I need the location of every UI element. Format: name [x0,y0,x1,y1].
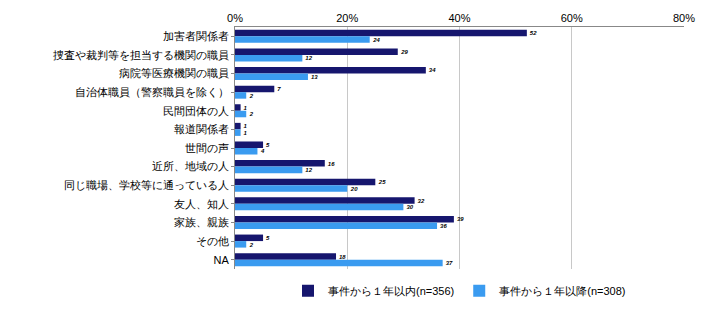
svg-text:民間団体の人: 民間団体の人 [163,105,229,117]
svg-text:捜査や裁判等を担当する機関の職員: 捜査や裁判等を担当する機関の職員 [53,49,229,62]
svg-text:24: 24 [372,37,380,43]
svg-text:60%: 60% [561,12,583,24]
svg-text:1: 1 [244,105,247,111]
svg-text:32: 32 [418,198,425,204]
svg-text:近所、地域の人: 近所、地域の人 [152,160,229,172]
svg-text:29: 29 [400,49,408,55]
svg-text:その他: その他 [196,235,229,247]
svg-text:5: 5 [266,142,270,148]
svg-text:25: 25 [378,179,386,185]
svg-text:同じ職場、学校等に通っている人: 同じ職場、学校等に通っている人 [64,179,229,191]
svg-text:52: 52 [530,30,537,36]
svg-text:12: 12 [305,167,312,173]
svg-text:1: 1 [244,123,247,129]
svg-text:5: 5 [266,235,270,241]
svg-text:報道関係者: 報道関係者 [174,123,229,135]
svg-text:友人、知人: 友人、知人 [174,198,229,210]
svg-text:34: 34 [429,67,436,73]
svg-text:事件から１年以降(n=308): 事件から１年以降(n=308) [499,285,625,297]
svg-text:2: 2 [249,242,254,248]
svg-text:1: 1 [244,130,247,136]
svg-text:家族、親族: 家族、親族 [174,216,229,228]
svg-text:18: 18 [339,254,346,260]
svg-text:13: 13 [311,74,318,80]
svg-text:39: 39 [457,216,464,222]
svg-text:2: 2 [249,111,254,117]
svg-text:80%: 80% [673,12,695,24]
svg-text:20%: 20% [336,12,358,24]
svg-text:加害者関係者: 加害者関係者 [163,30,229,42]
svg-text:NA: NA [214,254,230,266]
svg-text:16: 16 [328,161,335,167]
svg-text:12: 12 [305,55,312,61]
svg-text:病院等医療機関の職員: 病院等医療機関の職員 [119,67,229,79]
svg-text:20: 20 [350,186,358,192]
svg-text:36: 36 [440,223,447,229]
svg-text:7: 7 [277,86,281,92]
svg-text:37: 37 [446,260,453,266]
svg-text:0%: 0% [227,12,243,24]
svg-text:4: 4 [260,148,265,154]
svg-text:世間の声: 世間の声 [185,142,229,154]
svg-text:自治体職員（警察職員を除く）: 自治体職員（警察職員を除く） [75,86,229,98]
svg-text:事件から１年以内(n=356): 事件から１年以内(n=356) [328,285,454,297]
svg-text:30: 30 [406,204,413,210]
svg-text:2: 2 [249,93,254,99]
svg-text:40%: 40% [448,12,470,24]
